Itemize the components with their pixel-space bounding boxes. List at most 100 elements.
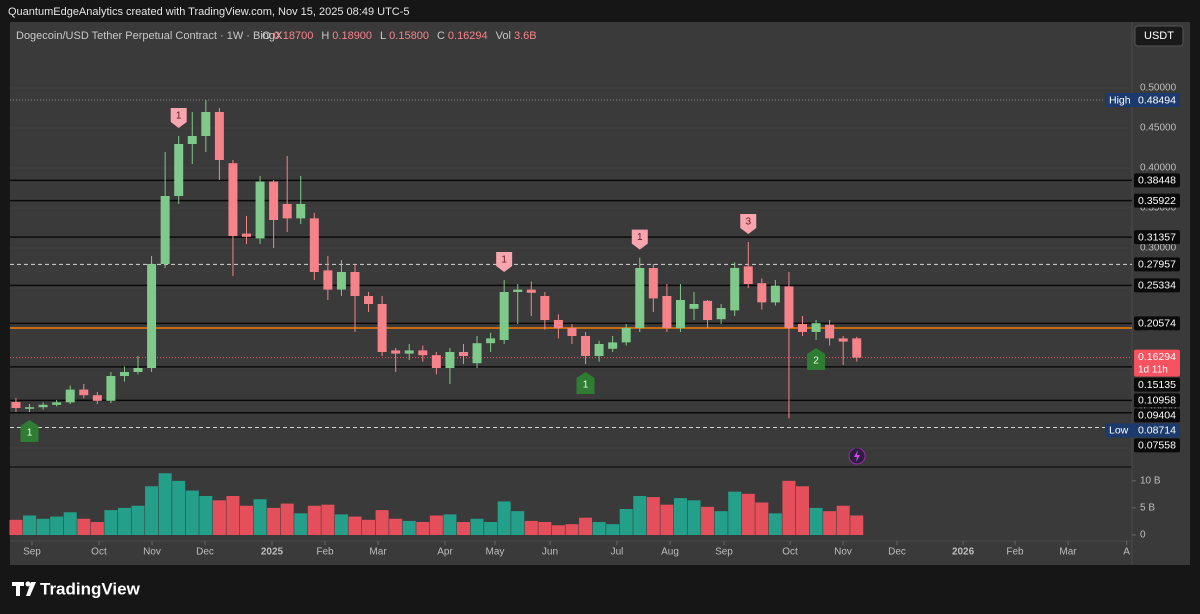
legend-value: 0.15800 <box>389 30 429 42</box>
sell-signal <box>740 214 757 234</box>
currency-button[interactable] <box>1134 25 1184 47</box>
level-price-box <box>1134 173 1180 188</box>
volume-bar <box>619 509 633 535</box>
sell-signal-label: 3 <box>745 217 751 228</box>
volume-bar <box>334 514 348 535</box>
volume-bar <box>484 522 498 535</box>
candle-body <box>770 285 780 303</box>
candle-body <box>811 323 821 332</box>
volume-bar <box>687 500 701 535</box>
volume-bar <box>768 513 782 535</box>
level-price-box <box>1134 230 1180 245</box>
volume-bar <box>714 511 728 535</box>
candle-body <box>79 389 89 396</box>
candle-body <box>119 372 129 376</box>
candle-body <box>784 286 794 328</box>
candle-body <box>445 352 455 368</box>
candle-body <box>282 204 292 219</box>
level-price-box <box>1134 393 1180 408</box>
x-tick-label: Mar <box>369 547 387 558</box>
volume-bar <box>823 511 837 535</box>
volume-bar <box>592 522 606 535</box>
high-marker-value: 0.48494 <box>1138 94 1176 106</box>
level-price-label: 0.27957 <box>1138 259 1176 271</box>
level-price-box <box>1134 316 1180 331</box>
volume-bar <box>145 486 159 535</box>
candle-body <box>838 338 848 342</box>
candle-body <box>65 389 75 403</box>
header: QuantumEdgeAnalytics created with Tradin… <box>8 6 410 18</box>
volume-bar <box>497 501 511 535</box>
buy-signal <box>576 372 595 394</box>
volume-bar <box>836 505 850 535</box>
currency-label[interactable]: USDT <box>1144 30 1174 42</box>
sell-signal-label: 1 <box>637 232 643 243</box>
candle-body <box>11 402 21 408</box>
volume-bar <box>701 506 715 535</box>
chart-background <box>10 22 1190 565</box>
volume-bar <box>728 491 742 535</box>
candle-body <box>38 404 48 408</box>
volume-tick-label: 0 <box>1140 530 1146 541</box>
x-tick-label: Feb <box>1006 547 1024 558</box>
candle-body <box>336 272 346 290</box>
volume-bar <box>90 522 104 535</box>
x-tick-label: Nov <box>834 547 852 558</box>
x-tick-label: Feb <box>316 547 334 558</box>
level-price-label: 0.35922 <box>1138 195 1176 207</box>
volume-bar <box>240 505 254 535</box>
candle-body <box>662 296 672 328</box>
level-price-label: 0.07558 <box>1138 440 1176 452</box>
volume-bar <box>633 496 647 535</box>
x-tick-label: Dec <box>888 547 906 558</box>
alert-icon <box>848 447 866 465</box>
volume-bar <box>429 515 443 535</box>
volume-bar <box>551 525 565 535</box>
legend-value: 0.18900 <box>332 30 372 42</box>
candle-body <box>147 264 157 368</box>
x-tick-label: Jun <box>542 547 558 558</box>
candle-body <box>458 352 468 356</box>
level-price-box <box>1134 257 1180 272</box>
x-tick-label: Jul <box>611 547 624 558</box>
level-price-label: 0.31357 <box>1138 231 1176 243</box>
x-tick-label: A <box>1123 547 1130 558</box>
volume-bar <box>50 516 64 535</box>
y-tick-label: 0.35000 <box>1140 203 1177 214</box>
volume-bar <box>402 520 416 535</box>
x-tick-label: Sep <box>715 547 733 558</box>
volume-bar <box>104 510 118 535</box>
candle-body <box>323 270 333 290</box>
countdown-label: 1d 11h <box>1138 364 1168 375</box>
volume-bar <box>307 505 321 535</box>
volume-bar <box>362 519 376 535</box>
candle-body <box>391 350 401 354</box>
level-price-label: 0.09404 <box>1138 410 1176 422</box>
candle-body <box>798 324 808 332</box>
volume-bar <box>456 522 470 535</box>
x-tick-label: Mar <box>1059 547 1077 558</box>
x-tick-label: 2025 <box>261 547 284 558</box>
x-axis: Sep Oct Nov Dec 2025 Feb Mar Apr May Jun Jul Aug Sep… <box>23 541 1130 558</box>
candle-body <box>377 304 387 352</box>
candle-body <box>621 328 631 343</box>
high-marker-label: High <box>1109 94 1131 106</box>
candle-body <box>92 395 102 401</box>
legend-value: 0.16294 <box>448 30 488 42</box>
volume-bar <box>416 522 430 535</box>
sell-signal <box>631 229 648 250</box>
volume-bar <box>850 515 864 535</box>
candle-body <box>350 272 360 296</box>
volume-bar <box>660 504 674 535</box>
high-marker-box <box>1105 93 1180 108</box>
volume-bar <box>389 518 403 535</box>
x-tick-label: May <box>485 547 504 558</box>
candle-body <box>255 181 265 239</box>
volume-bar <box>524 520 538 535</box>
volume-bar <box>606 524 620 535</box>
volume-bar <box>212 500 226 535</box>
volume-bar <box>9 519 23 535</box>
y-tick-label: 0.30000 <box>1140 243 1177 254</box>
candle-body <box>418 350 428 356</box>
